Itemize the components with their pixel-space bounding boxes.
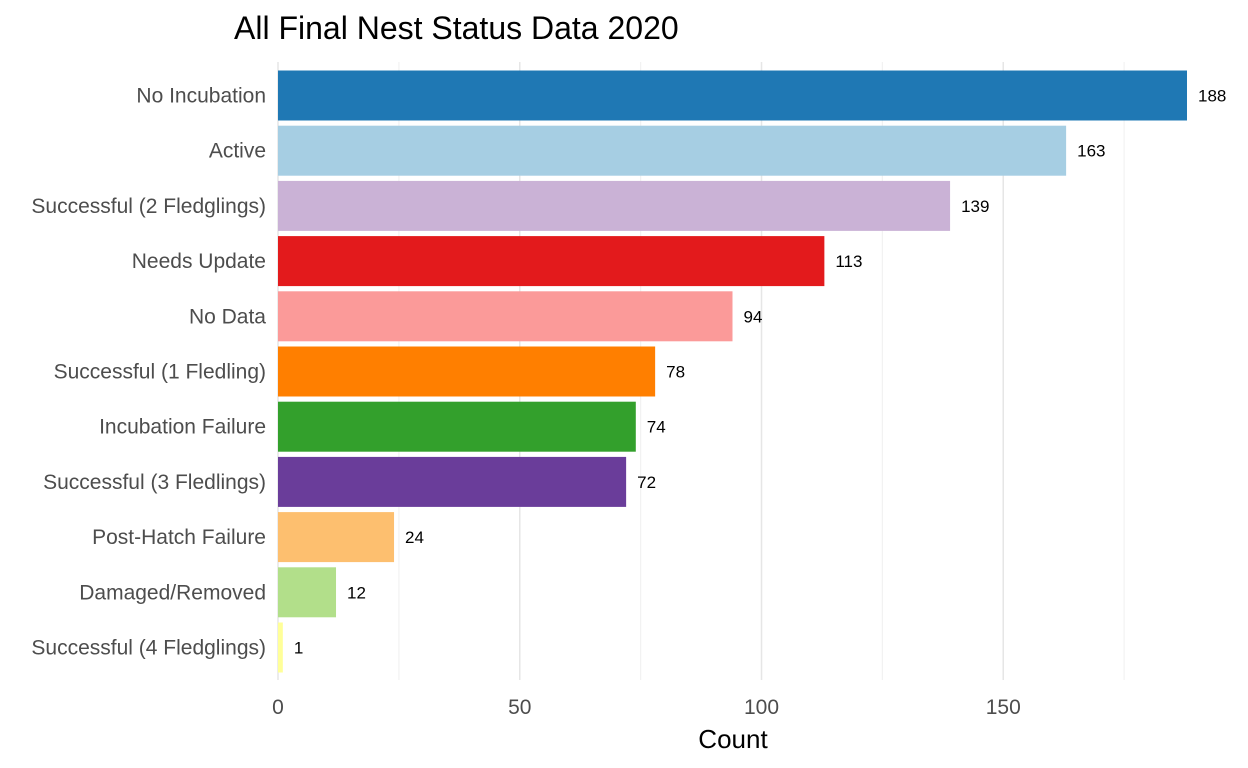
bar	[278, 567, 337, 618]
category-label: No Data	[189, 305, 266, 328]
labels-layer: 0 50 100 150 No Incubation 188 Active 163 Succes…	[31, 85, 1226, 720]
x-axis-title: Count	[698, 724, 768, 754]
chart-title: All Final Nest Status Data 2020	[234, 10, 679, 46]
data-label: 24	[405, 528, 424, 547]
data-label: 74	[647, 418, 666, 437]
data-label: 188	[1198, 87, 1226, 106]
data-label: 78	[666, 363, 685, 382]
data-label: 139	[961, 197, 989, 216]
category-label: Post-Hatch Failure	[92, 526, 266, 549]
bar	[278, 125, 1067, 176]
bar	[278, 622, 283, 673]
category-label: Successful (2 Fledglings)	[31, 195, 266, 218]
data-label: 12	[347, 583, 366, 602]
category-label: Successful (4 Fledglings)	[31, 637, 266, 660]
bar	[278, 180, 951, 231]
x-tick-label: 150	[986, 696, 1021, 719]
bars-layer	[278, 70, 1187, 673]
bar	[278, 346, 656, 397]
x-tick-label: 100	[744, 696, 779, 719]
data-label: 163	[1077, 142, 1105, 161]
category-label: Damaged/Removed	[79, 581, 266, 604]
x-tick-label: 50	[508, 696, 531, 719]
category-label: No Incubation	[136, 85, 266, 108]
bar	[278, 236, 825, 287]
bar	[278, 70, 1187, 121]
bar	[278, 456, 627, 507]
category-label: Needs Update	[132, 250, 266, 273]
data-label: 113	[835, 252, 862, 271]
data-label: 1	[294, 639, 303, 658]
category-label: Active	[209, 140, 266, 163]
bar	[278, 401, 636, 452]
data-label: 94	[744, 307, 763, 326]
category-label: Successful (1 Fledling)	[54, 361, 266, 384]
data-label: 72	[637, 473, 656, 492]
bar	[278, 512, 395, 563]
category-label: Incubation Failure	[99, 416, 266, 439]
category-label: Successful (3 Fledlings)	[43, 471, 266, 494]
bar	[278, 291, 733, 342]
x-tick-label: 0	[272, 696, 284, 719]
